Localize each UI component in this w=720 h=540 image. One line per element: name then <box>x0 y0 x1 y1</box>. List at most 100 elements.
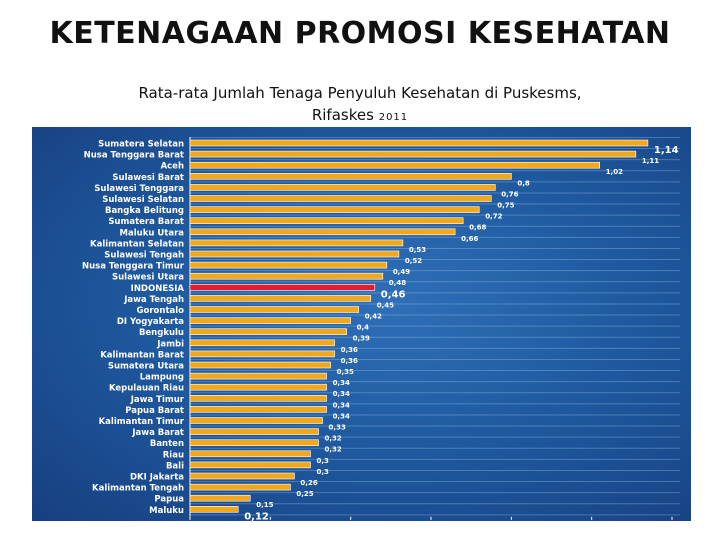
value-label: 0,72 <box>485 213 502 221</box>
bar <box>189 361 331 369</box>
bar <box>189 328 347 335</box>
value-label: 0,45 <box>377 301 394 309</box>
value-label: 0,8 <box>517 179 530 187</box>
bar <box>189 161 601 169</box>
value-label: 0,34 <box>333 412 350 420</box>
category-label: Sumatera Selatan <box>98 140 184 150</box>
value-label: 0,33 <box>329 424 346 432</box>
category-label: Gorontalo <box>137 306 185 316</box>
category-label: Aceh <box>161 162 184 172</box>
category-label: Kalimantan Selatan <box>90 239 184 249</box>
category-label: Sumatera Utara <box>108 362 184 372</box>
value-label: 0,66 <box>461 235 478 243</box>
category-label: Sulawesi Selatan <box>102 195 184 205</box>
bar <box>189 206 480 213</box>
bar <box>189 172 512 180</box>
subtitle-line-2: Rifaskes <box>311 106 374 124</box>
value-label: 0,53 <box>409 246 426 254</box>
bar <box>189 250 400 258</box>
value-label: 0,49 <box>393 268 410 276</box>
category-label: Jambi <box>156 339 184 349</box>
category-label: Riau <box>163 450 184 460</box>
value-label: 0,15 <box>256 501 273 509</box>
bar <box>189 261 388 269</box>
value-label: 0,34 <box>333 390 350 398</box>
bar <box>189 450 311 458</box>
category-label: Jawa Tengah <box>123 295 184 305</box>
category-label: Kepulauan Riau <box>109 384 184 394</box>
bar <box>189 439 319 447</box>
bar <box>189 461 311 469</box>
category-label: Kalimantan Timur <box>99 417 185 427</box>
category-label: Kalimantan Barat <box>100 350 184 360</box>
value-label: 0,46 <box>381 289 406 300</box>
gridlines <box>189 136 680 517</box>
bars <box>189 139 649 513</box>
bar <box>189 184 496 191</box>
bar <box>189 494 251 502</box>
bar <box>189 317 351 324</box>
category-label: Banten <box>150 439 184 449</box>
category-label: Jawa Barat <box>131 428 184 438</box>
value-label: 0,39 <box>353 335 370 343</box>
value-label: 0,25 <box>296 490 313 498</box>
value-label: 0,75 <box>497 202 514 210</box>
category-label: Nusa Tenggara Barat <box>84 151 184 161</box>
bar <box>189 394 327 402</box>
bar <box>189 417 323 424</box>
value-label: 1,11 <box>642 157 659 165</box>
bar <box>189 195 492 202</box>
category-label: Bali <box>166 461 184 471</box>
value-label: 0,12 <box>244 511 269 521</box>
slide-title: KETENAGAAN PROMOSI KESEHATAN <box>49 16 671 51</box>
category-label: DKI Jakarta <box>130 473 184 483</box>
category-label: Papua Barat <box>125 406 184 416</box>
category-label: Kalimantan Tengah <box>92 484 184 494</box>
category-label: Sulawesi Tengah <box>104 251 184 261</box>
category-label: Lampung <box>140 373 184 383</box>
bar <box>189 306 359 313</box>
bar <box>189 383 327 391</box>
bar <box>189 339 335 347</box>
category-label: Jawa Timur <box>130 395 185 405</box>
value-label: 1,14 <box>654 145 679 156</box>
category-label: Sulawesi Utara <box>112 273 184 283</box>
value-label: 0,4 <box>357 324 370 332</box>
value-label: 0,3 <box>317 468 330 476</box>
bar <box>189 150 637 158</box>
bar <box>189 284 376 291</box>
value-label: 0,52 <box>405 257 422 265</box>
value-label: 0,32 <box>325 446 342 454</box>
value-label: 0,36 <box>341 357 358 365</box>
category-label: Maluku <box>149 506 184 516</box>
bar <box>189 372 327 380</box>
chart-subtitle: Rata-rata Jumlah Tenaga Penyuluh Kesehat… <box>60 82 660 129</box>
value-label: 0,42 <box>365 313 382 321</box>
value-label: 0,34 <box>333 379 350 387</box>
chart-area: Sumatera Selatan Nusa Tenggara Barat Aceh S… <box>32 127 691 535</box>
category-label: Nusa Tenggara Timur <box>82 262 185 272</box>
bar <box>189 139 649 147</box>
value-label: 0,68 <box>469 224 486 232</box>
value-label: 0,36 <box>341 346 358 354</box>
bar <box>189 483 291 491</box>
subtitle-year: 2011 <box>378 112 409 123</box>
category-label: Sumatera Barat <box>108 217 184 227</box>
value-label: 0,3 <box>317 457 330 465</box>
category-label: Bengkulu <box>139 328 184 338</box>
value-label: 0,26 <box>300 479 317 487</box>
category-label: Bangka Belitung <box>105 206 184 216</box>
value-label: 1,02 <box>606 168 623 176</box>
bar <box>189 272 384 280</box>
value-label: 0,76 <box>501 190 518 198</box>
value-label: 0,32 <box>325 435 342 443</box>
category-label: Maluku Utara <box>120 228 185 238</box>
value-labels: 1,141,11 1,02 0,8 0,76 0,75 0,72 0,68 0,66 0,53 0… <box>244 145 679 522</box>
value-label: 0,34 <box>333 401 350 409</box>
value-label: 0,35 <box>337 368 354 376</box>
bar <box>189 472 295 480</box>
category-label: INDONESIA <box>131 284 185 294</box>
subtitle-line-1: Rata-rata Jumlah Tenaga Penyuluh Kesehat… <box>138 84 582 102</box>
